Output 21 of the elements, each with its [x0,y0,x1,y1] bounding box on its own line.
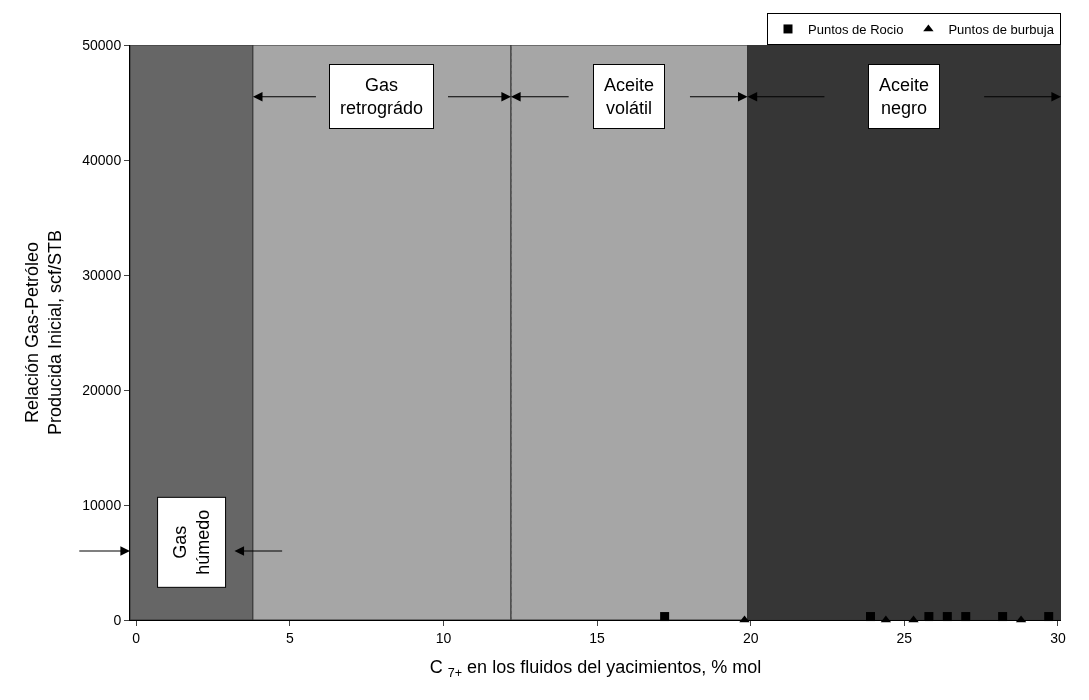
y-tick-label: 50000 [82,36,122,53]
y-axis-title: Relación Gas-Petróleo Producida Inicial, scf/STB [22,229,66,436]
legend-label: Puntos de burbuja [948,22,1055,38]
x-axis-title: C $_{7+}$ en los fluidos del yacimientos, % mol [429,656,762,680]
x-tick-label: 0 [132,629,141,646]
legend-label: Puntos de Rocio [808,22,904,38]
band-label: Gas húmedo [170,509,214,575]
x-tick-label: 10 [435,629,452,646]
x-tick-label: 25 [896,629,913,646]
y-tick-label: 20000 [82,381,122,398]
x-tick-label: 20 [742,629,759,646]
y-tick-label: 10000 [82,496,122,513]
band-label: Aceite volátil [604,75,655,119]
y-tick-label: 40000 [82,151,122,168]
y-tick-label: 30000 [82,266,122,283]
x-tick-label: 30 [1050,629,1066,646]
x-tick-label: 5 [285,629,294,646]
band-label: Gas retrográdo [340,75,424,119]
x-tick-label: 15 [589,629,606,646]
band-label: Aceite negro [879,75,930,119]
y-tick-label: 0 [113,611,122,628]
